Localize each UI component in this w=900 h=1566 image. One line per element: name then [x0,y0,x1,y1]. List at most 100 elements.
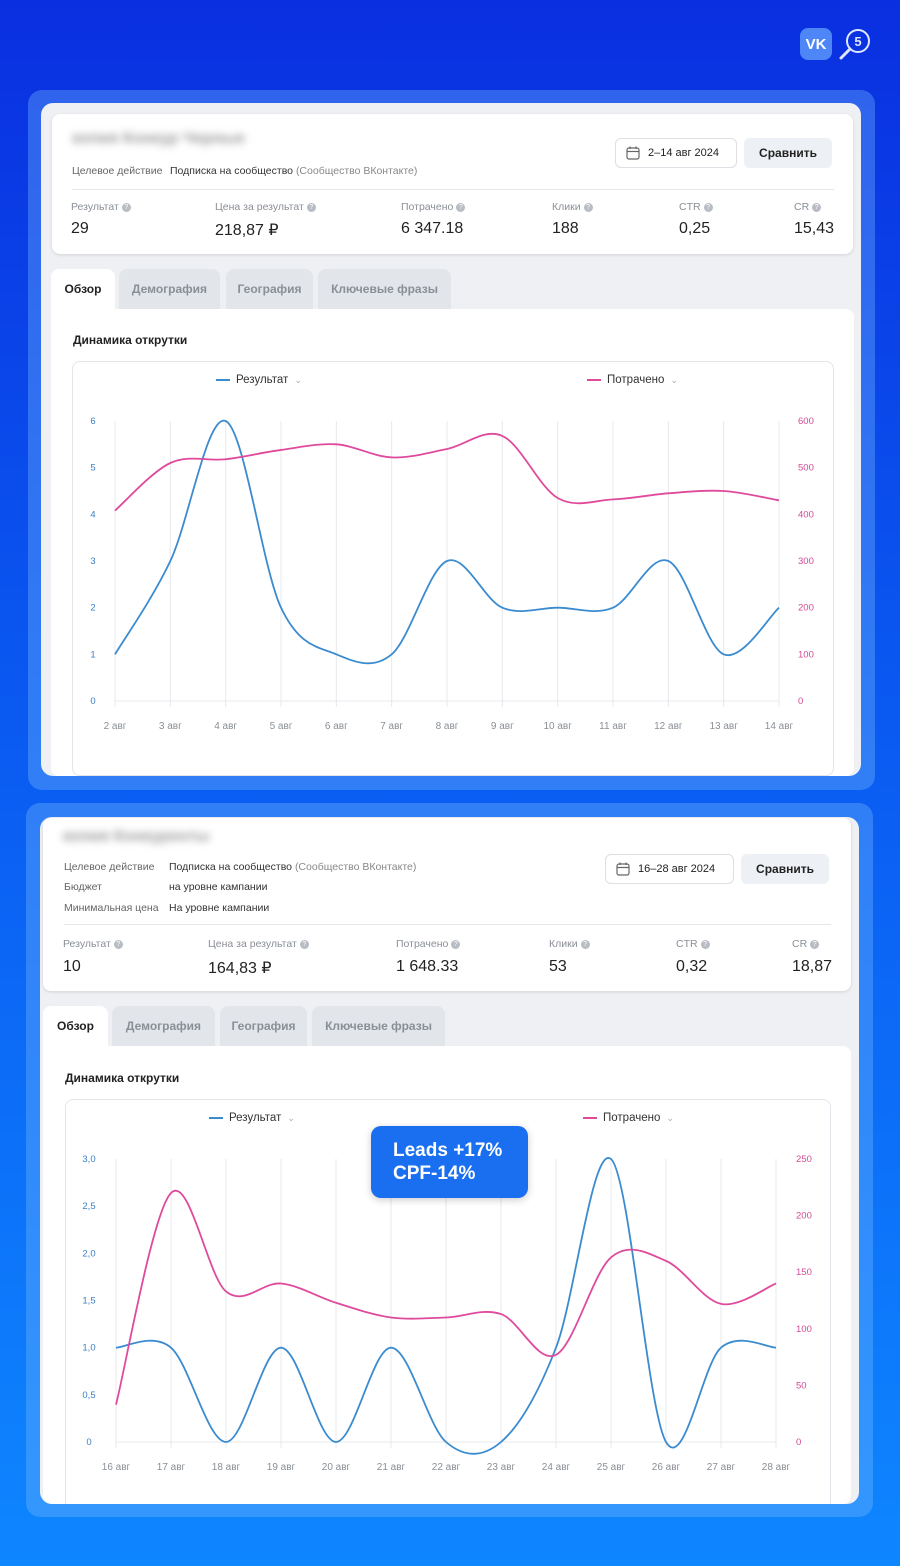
kpi-value-clicks: 53 [549,958,567,975]
chart-box [72,361,834,776]
kpi-label-clicks: Клики? [552,201,593,213]
y-left-tick-label: 5 [90,463,95,474]
kpi-label-result: Результат? [71,201,131,213]
kpi-value-cr: 15,43 [794,220,835,237]
header-divider [72,189,834,190]
help-icon[interactable]: ? [121,202,131,212]
chevron-down-icon: ⌄ [294,374,302,385]
tab-demography[interactable]: Демография [119,269,220,309]
legend-result[interactable]: Результат ⌄ [209,1112,295,1124]
chart-title: Динамика открутки [65,1071,180,1085]
y-left-tick-label: 4 [90,509,95,520]
kpi-label-spent: Потрачено? [396,938,461,950]
help-icon[interactable]: ? [456,202,466,212]
meta-label-target-action: Целевое действие [72,165,163,177]
kpi-label-ctr: CTR? [676,938,710,950]
meta-label-target-action: Целевое действие [64,861,155,873]
y-right-tick-label: 100 [796,1324,812,1335]
tab-geography[interactable]: География [226,269,313,309]
legend-spent[interactable]: Потрачено ⌄ [583,1112,674,1124]
date-range-picker[interactable]: 16–28 авг 2024 [605,854,734,884]
y-right-tick-label: 200 [796,1211,812,1222]
series-line-result [115,1157,777,1455]
meta-label-budget: Бюджет [64,881,102,893]
tab-keywords[interactable]: Ключевые фразы [312,1006,445,1046]
chevron-down-icon: ⌄ [670,374,678,385]
kpi-label-cr: CR? [794,201,822,213]
help-icon[interactable]: ? [451,939,461,949]
leads-cpf-badge: Leads +17% CPF-14% [371,1126,528,1198]
kpi-label-cost-per-result: Цена за результат? [215,201,316,213]
help-icon[interactable]: ? [113,939,123,949]
tab-demography[interactable]: Демография [112,1006,215,1046]
calendar-icon [616,862,630,876]
x-tick-label: 5 авг [270,721,293,732]
y-right-tick-label: 0 [796,1437,801,1448]
date-range-picker[interactable]: 2–14 авг 2024 [615,138,737,168]
kpi-value-ctr: 0,25 [679,220,711,237]
x-tick-label: 10 авг [543,721,572,732]
kpi-value-result: 29 [71,220,89,237]
report-header-card: копия Конкуренты Целевое действие Подпис… [43,818,851,991]
series-line-result [114,420,780,665]
badge-leads: Leads +17% [393,1140,503,1161]
series-line-spent [114,432,780,512]
help-icon[interactable]: ? [812,202,822,212]
help-icon[interactable]: ? [700,939,710,949]
y-right-tick-label: 500 [798,463,814,474]
legend-result[interactable]: Результат ⌄ [216,374,302,386]
y-left-tick-label: 2,0 [82,1248,95,1259]
compare-button[interactable]: Сравнить [741,854,829,884]
x-tick-label: 12 авг [654,721,683,732]
report-header-card: копия Конкур Черные Целевое действие Под… [52,114,853,254]
help-icon[interactable]: ? [299,939,309,949]
meta-value-target-action: Подписка на сообщество (Сообщество ВКонт… [170,165,418,177]
help-icon[interactable]: ? [583,202,593,212]
x-tick-label: 14 авг [765,721,794,732]
x-tick-label: 2 авг [104,721,127,732]
compare-button[interactable]: Сравнить [744,138,832,168]
y-right-tick-label: 250 [796,1154,812,1165]
x-tick-label: 18 авг [212,1462,241,1473]
tab-overview[interactable]: Обзор [43,1006,108,1046]
x-tick-label: 24 авг [542,1462,571,1473]
y-right-tick-label: 100 [798,649,814,660]
x-tick-label: 19 авг [267,1462,296,1473]
kpi-value-cr: 18,87 [792,958,833,975]
tab-geography[interactable]: География [220,1006,307,1046]
header-divider [64,924,831,925]
y-left-tick-label: 1,0 [82,1343,95,1354]
legend-spent[interactable]: Потрачено ⌄ [587,374,678,386]
svg-text:5: 5 [854,34,861,49]
x-tick-label: 16 авг [102,1462,131,1473]
x-tick-label: 4 авг [214,721,237,732]
kpi-label-result: Результат? [63,938,123,950]
meta-value-min-price: На уровне кампании [169,902,270,914]
y-left-tick-label: 1 [90,649,95,660]
help-icon[interactable]: ? [306,202,316,212]
campaign-name: копия Конкур Черные [72,130,246,147]
x-tick-label: 26 авг [652,1462,681,1473]
y-left-tick-label: 0,5 [82,1390,95,1401]
help-icon[interactable]: ? [580,939,590,949]
tab-overview[interactable]: Обзор [51,269,115,309]
x-tick-label: 28 авг [762,1462,791,1473]
series-line-spent [115,1189,777,1405]
y-left-tick-label: 0 [86,1437,91,1448]
chevron-down-icon: ⌄ [666,1112,674,1123]
y-right-tick-label: 50 [796,1380,807,1391]
tab-keywords[interactable]: Ключевые фразы [318,269,451,309]
x-tick-label: 25 авг [597,1462,626,1473]
x-tick-label: 7 авг [380,721,403,732]
chart-title: Динамика открутки [73,333,188,347]
x-tick-label: 23 авг [487,1462,516,1473]
kpi-label-clicks: Клики? [549,938,590,950]
help-icon[interactable]: ? [810,939,820,949]
kpi-value-cost-per-result: 164,83 ₽ [208,960,272,977]
help-icon[interactable]: ? [703,202,713,212]
kpi-value-spent: 1 648.33 [396,958,459,975]
y-left-tick-label: 6 [90,416,95,427]
date-range-label: 16–28 авг 2024 [638,863,716,875]
